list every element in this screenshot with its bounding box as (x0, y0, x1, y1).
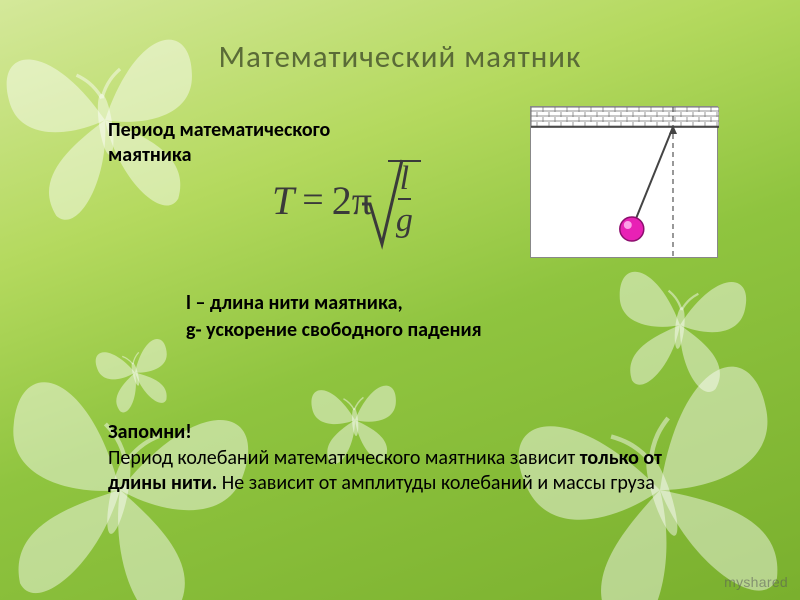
watermark: myshared (724, 574, 788, 590)
period-formula: T = 2 π l g (272, 150, 502, 250)
legend-text-l: – длина нити маятника, (191, 291, 403, 315)
formula-root: l g (374, 160, 421, 240)
legend-line-g: g- ускорение свободного падения (186, 317, 686, 344)
formula-denominator: g (394, 200, 415, 240)
formula-fraction: l g (388, 160, 421, 240)
slide-title: Математический маятник (0, 38, 800, 76)
remember-note: Запомни! Период колебаний математическог… (108, 420, 708, 497)
legend-text-g: - ускорение свободного падения (195, 318, 481, 342)
formula-lhs: T (272, 177, 294, 224)
legend-line-l: l – длина нити маятника, (186, 290, 686, 317)
pendulum-svg (531, 107, 719, 259)
variable-legend: l – длина нити маятника, g- ускорение св… (186, 290, 686, 344)
formula-coef: 2 (332, 177, 352, 224)
watermark-text: myshared (724, 574, 788, 590)
formula-eq: = (302, 178, 323, 222)
pendulum-diagram (530, 106, 718, 258)
note-body: Период колебаний математического маятник… (108, 446, 708, 497)
formula-numerator: l (398, 160, 411, 200)
bg-butterfly (81, 320, 189, 424)
note-body-a: Период колебаний математического маятник… (108, 446, 580, 470)
note-body-c: Не зависит от амплитуды колебаний и масс… (217, 471, 655, 495)
note-head: Запомни! (108, 420, 708, 446)
